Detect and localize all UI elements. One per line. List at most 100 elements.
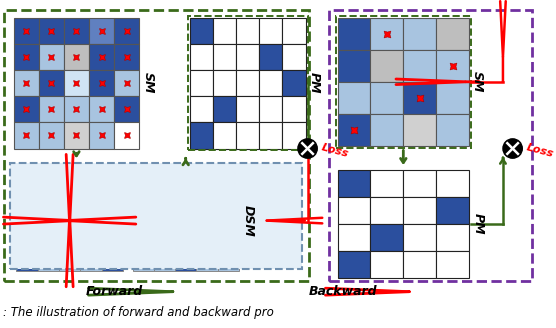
Bar: [436, 18, 469, 50]
Bar: [196, 231, 217, 251]
Bar: [337, 82, 370, 114]
Bar: [89, 18, 114, 44]
Bar: [59, 231, 80, 251]
Bar: [102, 231, 123, 251]
Bar: [102, 211, 123, 231]
Bar: [370, 82, 403, 114]
Bar: [114, 96, 139, 122]
Bar: [213, 96, 236, 122]
Bar: [213, 122, 236, 149]
Bar: [217, 211, 239, 231]
Bar: [102, 170, 123, 190]
Bar: [196, 251, 217, 271]
Bar: [89, 44, 114, 70]
Bar: [370, 50, 403, 82]
Text: Loss: Loss: [525, 142, 555, 159]
Bar: [236, 122, 259, 149]
Bar: [175, 190, 196, 211]
Bar: [403, 224, 436, 251]
Bar: [114, 18, 139, 44]
Bar: [436, 197, 469, 224]
Bar: [282, 96, 306, 122]
Bar: [154, 170, 175, 190]
Bar: [132, 251, 154, 271]
Bar: [38, 211, 59, 231]
Bar: [154, 190, 175, 211]
Bar: [337, 114, 370, 146]
Bar: [59, 170, 80, 190]
Bar: [59, 251, 80, 271]
Bar: [213, 70, 236, 96]
Bar: [64, 122, 89, 149]
Bar: [259, 18, 282, 44]
Bar: [370, 18, 403, 50]
Bar: [80, 170, 102, 190]
Bar: [436, 82, 469, 114]
Bar: [337, 197, 370, 224]
Bar: [80, 190, 102, 211]
Bar: [175, 211, 196, 231]
Bar: [282, 122, 306, 149]
Bar: [337, 18, 370, 50]
Bar: [154, 251, 175, 271]
Bar: [17, 211, 38, 231]
Bar: [196, 211, 217, 231]
Bar: [39, 18, 64, 44]
Bar: [132, 211, 154, 231]
Bar: [190, 18, 213, 44]
Bar: [403, 114, 436, 146]
Bar: [403, 170, 436, 197]
Bar: [436, 251, 469, 278]
Bar: [403, 197, 436, 224]
Bar: [282, 70, 306, 96]
Bar: [337, 251, 370, 278]
Bar: [17, 170, 38, 190]
Text: Backward: Backward: [309, 285, 377, 298]
Bar: [39, 70, 64, 96]
Bar: [102, 190, 123, 211]
Bar: [13, 44, 39, 70]
Bar: [190, 96, 213, 122]
Bar: [436, 224, 469, 251]
Bar: [175, 251, 196, 271]
Bar: [217, 190, 239, 211]
Bar: [89, 70, 114, 96]
Bar: [13, 122, 39, 149]
Bar: [89, 96, 114, 122]
Bar: [38, 251, 59, 271]
Bar: [337, 50, 370, 82]
Bar: [259, 122, 282, 149]
Bar: [403, 251, 436, 278]
Bar: [236, 18, 259, 44]
Bar: [217, 231, 239, 251]
Bar: [236, 96, 259, 122]
Bar: [64, 96, 89, 122]
Bar: [436, 114, 469, 146]
Circle shape: [503, 139, 522, 158]
Bar: [64, 18, 89, 44]
Bar: [13, 96, 39, 122]
Bar: [403, 82, 436, 114]
FancyBboxPatch shape: [9, 163, 302, 269]
Text: PM: PM: [308, 72, 321, 94]
Text: DSM: DSM: [242, 205, 255, 236]
Bar: [259, 96, 282, 122]
Bar: [89, 122, 114, 149]
Circle shape: [298, 139, 317, 158]
Text: Forward: Forward: [86, 285, 143, 298]
Bar: [64, 44, 89, 70]
Bar: [196, 190, 217, 211]
Bar: [282, 44, 306, 70]
Bar: [403, 50, 436, 82]
Bar: [39, 96, 64, 122]
Bar: [403, 18, 436, 50]
Bar: [370, 224, 403, 251]
Bar: [337, 224, 370, 251]
Bar: [114, 122, 139, 149]
Text: : The illustration of forward and backward pro: : The illustration of forward and backwa…: [3, 306, 274, 319]
Bar: [114, 44, 139, 70]
Bar: [17, 251, 38, 271]
Bar: [282, 18, 306, 44]
Bar: [190, 122, 213, 149]
Bar: [13, 18, 39, 44]
